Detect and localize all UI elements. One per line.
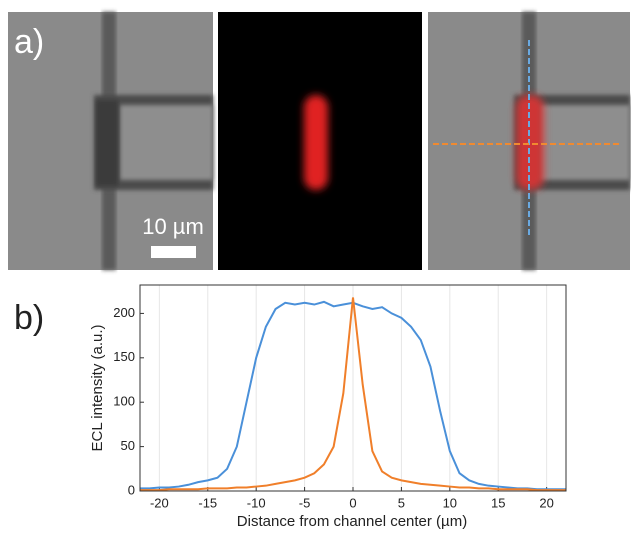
scale-bar-label: 10 µm (142, 214, 204, 239)
x-tick-label: -15 (198, 495, 217, 510)
micrograph-overlay (428, 12, 630, 270)
x-tick-label: -5 (299, 495, 311, 510)
x-tick-label: -10 (247, 495, 266, 510)
micrograph-ecl (218, 12, 422, 270)
y-tick-label: 0 (128, 482, 135, 497)
x-tick-label: -20 (150, 495, 169, 510)
panel-label: a) (14, 23, 44, 61)
y-tick-label: 50 (121, 438, 135, 453)
panel-label: b) (14, 299, 44, 337)
x-tick-label: 10 (443, 495, 457, 510)
x-tick-label: 5 (398, 495, 405, 510)
x-tick-label: 0 (349, 495, 356, 510)
micrograph-bright: 10 µm a) (8, 12, 213, 270)
x-tick-label: 15 (491, 495, 505, 510)
x-tick-label: 20 (539, 495, 553, 510)
y-tick-label: 100 (113, 394, 135, 409)
x-axis-label: Distance from channel center (µm) (237, 513, 467, 530)
data-line (140, 297, 566, 492)
y-tick-label: 150 (113, 349, 135, 364)
plot-frame (139, 284, 567, 492)
y-axis-label: ECL intensity (a.u.) (89, 325, 106, 452)
y-tick-label: 200 (113, 305, 135, 320)
